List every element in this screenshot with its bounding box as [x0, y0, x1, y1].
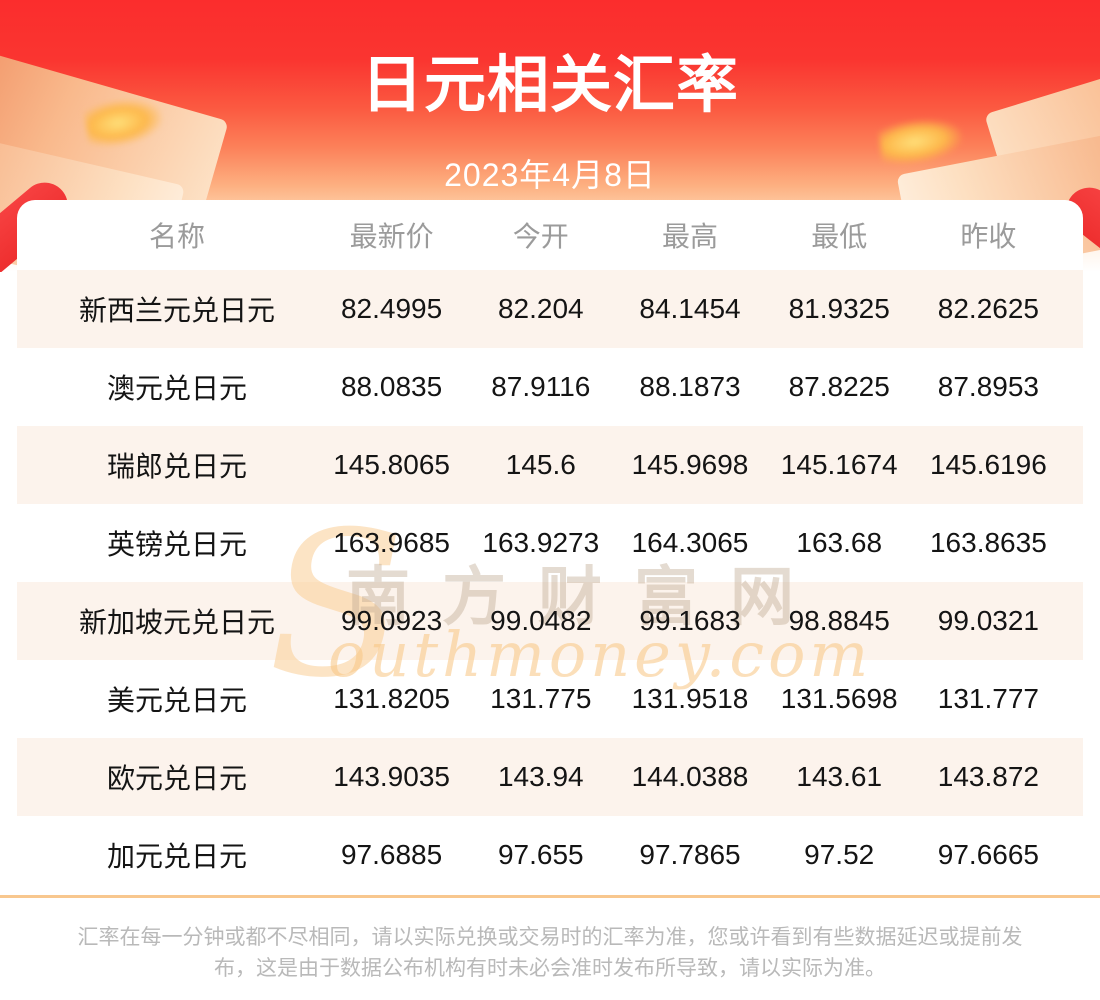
- rate-value: 98.8845: [788, 605, 890, 636]
- table-header-row: 名称 最新价 今开 最高 最低 昨收: [17, 200, 1083, 270]
- date-label: 2023年4月8日: [444, 157, 656, 193]
- table-row: 新西兰元兑日元 82.4995 82.204 84.1454 81.9325 82.262…: [17, 270, 1083, 348]
- rate-value: 163.9685: [333, 527, 450, 558]
- pair-name: 新西兰元兑日元: [78, 295, 275, 326]
- rate-value: 88.1873: [639, 371, 741, 402]
- page-title: 日元相关汇率: [360, 51, 739, 120]
- rate-value: 131.5698: [780, 683, 898, 714]
- column-header-high: 最高: [661, 221, 718, 252]
- table-row: 澳元兑日元 88.0835 87.9116 88.1873 87.8225 87.8953: [17, 348, 1083, 426]
- table-row: 瑞郎兑日元 145.8065 145.6 145.9698 145.1674 145.61…: [17, 426, 1083, 504]
- rate-value: 145.9698: [631, 449, 749, 480]
- pair-name: 加元兑日元: [106, 841, 247, 872]
- rate-value: 99.0321: [937, 605, 1039, 636]
- rate-value: 84.1454: [639, 293, 741, 324]
- pair-name: 欧元兑日元: [106, 763, 247, 794]
- table-row: 欧元兑日元 143.9035 143.94 144.0388 143.61 143.872: [17, 738, 1083, 816]
- rate-value: 97.6885: [340, 839, 443, 870]
- rate-value: 163.8635: [929, 527, 1047, 558]
- exchange-rate-table: 名称 最新价 今开 最高 最低 昨收 新西兰元兑日元 82.4995 82.204 8…: [17, 200, 1083, 894]
- rate-value: 97.655: [497, 839, 584, 870]
- pair-name: 澳元兑日元: [106, 373, 247, 404]
- rate-value: 145.1674: [780, 449, 898, 480]
- rate-value: 163.68: [796, 527, 883, 558]
- rate-value: 145.6: [505, 449, 576, 480]
- column-header-name: 名称: [148, 221, 205, 252]
- footer-divider: [0, 895, 1100, 898]
- rate-value: 143.94: [497, 761, 584, 792]
- rate-value: 131.9518: [631, 683, 749, 714]
- rate-value: 82.204: [497, 293, 584, 324]
- rate-value: 143.9035: [333, 761, 450, 792]
- rate-value: 81.9325: [788, 293, 890, 324]
- rate-value: 145.6196: [929, 449, 1047, 480]
- rate-value: 88.0835: [340, 371, 443, 402]
- rate-value: 87.8953: [937, 371, 1039, 402]
- rate-value: 144.0388: [631, 761, 749, 792]
- rate-value: 97.52: [804, 839, 875, 870]
- rate-value: 163.9273: [482, 527, 600, 558]
- column-header-prev-close: 昨收: [960, 221, 1017, 252]
- rate-value: 131.775: [490, 683, 592, 714]
- rate-value: 97.7865: [639, 839, 741, 870]
- rate-value: 143.61: [796, 761, 883, 792]
- rate-value: 97.6665: [937, 839, 1039, 870]
- pair-name: 美元兑日元: [106, 685, 247, 716]
- rate-value: 143.872: [937, 761, 1039, 792]
- rate-value: 99.0923: [340, 605, 443, 636]
- pair-name: 英镑兑日元: [106, 529, 247, 560]
- rate-value: 87.9116: [491, 371, 591, 402]
- rate-value: 82.4995: [340, 293, 443, 324]
- rate-value: 164.3065: [631, 527, 749, 558]
- table-row: 美元兑日元 131.8205 131.775 131.9518 131.5698 131.…: [17, 660, 1083, 738]
- table-body: 新西兰元兑日元 82.4995 82.204 84.1454 81.9325 82.262…: [17, 270, 1083, 894]
- rate-value: 145.8065: [333, 449, 450, 480]
- pair-name: 新加坡元兑日元: [78, 607, 275, 638]
- rate-value: 131.8205: [333, 683, 450, 714]
- rate-value: 131.777: [937, 683, 1039, 714]
- disclaimer-text: 汇率在每一分钟或都不尽相同，请以实际兑换或交易时的汇率为准，您或许看到有些数据延…: [77, 926, 1023, 980]
- rate-value: 99.0482: [490, 605, 592, 636]
- rate-value: 87.8225: [788, 371, 890, 402]
- rate-value: 99.1683: [639, 605, 741, 636]
- column-header-low: 最低: [811, 221, 868, 252]
- column-header-open: 今开: [512, 221, 569, 252]
- column-header-latest: 最新价: [349, 221, 434, 252]
- pair-name: 瑞郎兑日元: [106, 451, 247, 482]
- table-row: 新加坡元兑日元 99.0923 99.0482 99.1683 98.8845 99.03…: [17, 582, 1083, 660]
- table-row: 加元兑日元 97.6885 97.655 97.7865 97.52 97.6665: [17, 816, 1083, 894]
- table-row: 英镑兑日元 163.9685 163.9273 164.3065 163.68 163.8…: [17, 504, 1083, 582]
- rate-value: 82.2625: [937, 293, 1039, 324]
